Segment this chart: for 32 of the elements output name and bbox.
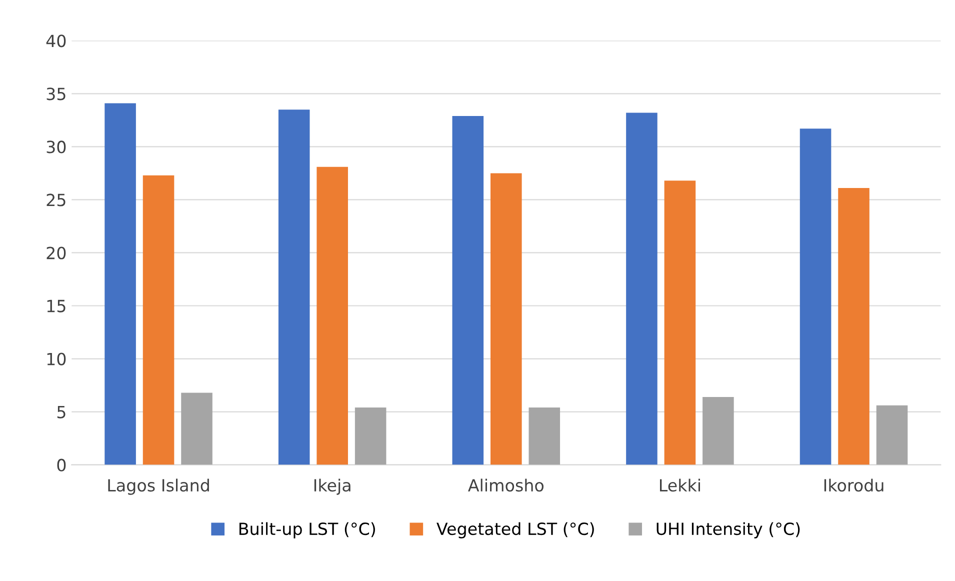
y-tick-label: 35 xyxy=(46,88,66,100)
bar xyxy=(800,128,832,465)
x-tick-label: Lekki xyxy=(660,478,700,492)
bar xyxy=(104,103,136,465)
y-tick-label: 10 xyxy=(47,352,66,366)
bar xyxy=(316,166,348,465)
x-tick-label: Alimosho xyxy=(468,478,544,492)
bar xyxy=(490,173,522,465)
y-tick-label: 0 xyxy=(57,458,66,472)
bar xyxy=(664,180,696,465)
bar xyxy=(142,175,174,465)
x-tick-label: Ikorodu xyxy=(824,478,884,492)
legend-label: UHI Intensity (°C) xyxy=(656,522,800,538)
y-tick-label: 30 xyxy=(46,140,66,154)
legend-label: Built-up LST (°C) xyxy=(239,522,375,538)
y-tick-label: 25 xyxy=(46,194,66,206)
y-tick-label: 15 xyxy=(47,300,66,312)
bar xyxy=(452,116,484,465)
bar xyxy=(278,110,310,465)
y-tick-label: 40 xyxy=(46,34,66,48)
y-tick-label: 20 xyxy=(46,246,66,260)
bar xyxy=(702,396,734,465)
bar xyxy=(876,405,908,465)
legend-label: Vegetated LST (°C) xyxy=(436,522,594,538)
x-tick-label: Ikeja xyxy=(314,478,350,495)
bar xyxy=(838,188,870,465)
x-tick-label: Lagos Island xyxy=(108,478,209,495)
bar xyxy=(528,408,560,465)
y-tick-label: 5 xyxy=(57,406,66,418)
bar xyxy=(626,112,658,465)
bar xyxy=(354,408,386,465)
bar xyxy=(181,392,212,465)
